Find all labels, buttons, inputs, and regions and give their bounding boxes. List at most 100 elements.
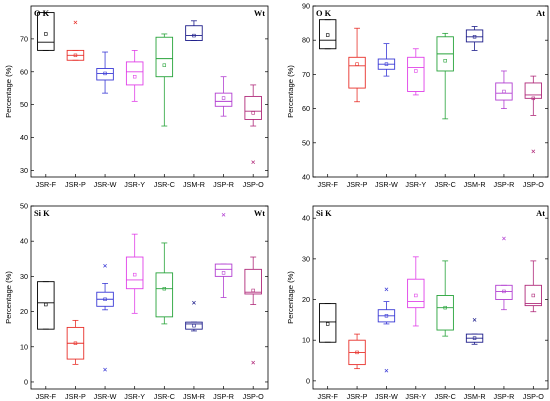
box-mean-marker — [192, 323, 196, 328]
box-mean-marker — [531, 293, 536, 298]
box-mean-marker — [73, 53, 78, 58]
box-outlier — [251, 360, 256, 365]
x-tick-label: JSR-F — [318, 392, 339, 401]
box-outlier — [384, 368, 389, 373]
chart-panel-2: 40 50 60 70 80 90 JSR-F JSR-P JSR-W JSR-Y JSR-C JSM… — [286, 2, 549, 189]
x-tick-label: JSR-C — [435, 392, 456, 401]
plot-frame — [30, 205, 269, 390]
x-tick-label: JSM-R — [464, 392, 486, 401]
box-jsr-c — [436, 260, 454, 337]
box-mean-marker — [192, 33, 196, 38]
box-iqr — [319, 303, 337, 343]
y-tick-label: 20 — [302, 295, 310, 304]
y-tick-label: 10 — [302, 336, 310, 345]
box-jsr-w — [377, 287, 396, 373]
x-tick-label: JSR-Y — [405, 392, 426, 401]
box-mean-marker — [472, 336, 477, 340]
y-tick-label: 60 — [302, 104, 310, 113]
box-iqr — [524, 284, 542, 307]
box-mean-marker — [251, 288, 255, 293]
y-axis-label: Percentage (%) — [286, 65, 295, 118]
y-axis-label: Percentage (%) — [4, 271, 13, 324]
box-mean-marker — [132, 75, 137, 79]
y-axis-label: Percentage (%) — [286, 271, 295, 324]
box-outlier — [251, 160, 256, 165]
y-tick-label: 90 — [302, 2, 310, 11]
box-iqr — [495, 284, 513, 300]
box-mean-marker — [384, 314, 389, 318]
y-tick-label: 50 — [20, 100, 28, 109]
y-tick-label: 0 — [24, 377, 28, 386]
box-iqr — [407, 278, 425, 309]
box-jsr-p — [66, 319, 85, 365]
box-iqr — [407, 56, 425, 92]
box-iqr — [214, 263, 233, 277]
x-tick-label: JSM-R — [183, 392, 205, 401]
box-iqr — [465, 29, 484, 43]
box-mean-marker — [502, 289, 506, 294]
box-jsp-r — [495, 70, 513, 109]
box-jsr-p — [348, 27, 366, 103]
x-tick-label: JSR-Y — [124, 392, 145, 401]
box-jsp-o — [244, 256, 262, 365]
y-tick-label: 30 — [302, 254, 310, 263]
box-jsr-w — [377, 43, 396, 77]
x-tick-label: JSR-W — [375, 180, 398, 189]
box-mean-marker — [73, 341, 78, 345]
x-tick-label: JSR-W — [375, 392, 398, 401]
box-outlier — [73, 20, 78, 25]
x-tick-label: JSR-Y — [124, 180, 145, 189]
x-tick-label: JSP-O — [523, 392, 545, 401]
panel-title-element: O K — [316, 9, 332, 18]
x-tick-label: JSR-F — [318, 180, 339, 189]
box-jsr-c — [436, 32, 454, 120]
x-tick-label: JSR-C — [154, 392, 175, 401]
y-tick-label: 40 — [20, 133, 28, 142]
box-iqr — [524, 82, 542, 99]
x-tick-label: JSP-R — [494, 180, 515, 189]
box-outlier — [384, 287, 389, 292]
box-mean-marker — [355, 350, 359, 355]
box-mean-marker — [221, 271, 226, 275]
y-tick-label: 30 — [20, 166, 28, 175]
chart-panel-1: 30 40 50 60 70 JSR-F JSR-P JSR-W JSR-Y JSR-C JSM-R… — [4, 5, 269, 189]
x-tick-label: JSP-R — [213, 180, 234, 189]
box-mean-marker — [325, 33, 330, 37]
box-mean-marker — [384, 62, 389, 66]
y-axis-label: Percentage (%) — [4, 65, 13, 118]
box-iqr — [436, 295, 454, 331]
y-tick-label: 60 — [20, 67, 28, 76]
box-iqr — [185, 25, 203, 41]
panel-title-basis: Wt — [254, 9, 265, 18]
x-tick-label: JSR-P — [347, 392, 368, 401]
box-outlier — [192, 300, 196, 305]
y-tick-label: 0 — [306, 376, 310, 385]
box-mean-marker — [44, 32, 48, 36]
x-tick-label: JSR-W — [94, 392, 117, 401]
x-tick-label: JSR-P — [65, 180, 86, 189]
panel-title-element: O K — [34, 9, 50, 18]
box-iqr — [244, 268, 262, 295]
plot-frame — [312, 5, 549, 178]
x-tick-label: JSR-P — [65, 392, 86, 401]
x-tick-label: JSR-C — [435, 180, 456, 189]
box-outlier — [502, 236, 506, 241]
box-jsm-r — [465, 318, 484, 345]
box-iqr — [319, 19, 337, 50]
plot-frame — [30, 5, 269, 178]
box-jsr-y — [407, 256, 425, 327]
box-iqr — [155, 36, 174, 78]
box-jsr-p — [66, 20, 85, 61]
box-jsr-y — [125, 49, 144, 102]
x-tick-label: JSR-W — [94, 180, 117, 189]
box-iqr — [214, 92, 233, 107]
x-tick-label: JSR-P — [347, 180, 368, 189]
chart-panel-3: 0 10 20 30 40 50 JSR-F JSR-P JSR-W JSR-Y JSR-C JSM-… — [4, 202, 269, 401]
box-outlier — [103, 263, 107, 268]
box-jsr-f — [37, 12, 55, 51]
box-jsp-o — [244, 84, 262, 165]
x-tick-label: JSR-F — [36, 392, 57, 401]
box-jsr-f — [319, 19, 337, 50]
box-mean-marker — [414, 293, 418, 298]
